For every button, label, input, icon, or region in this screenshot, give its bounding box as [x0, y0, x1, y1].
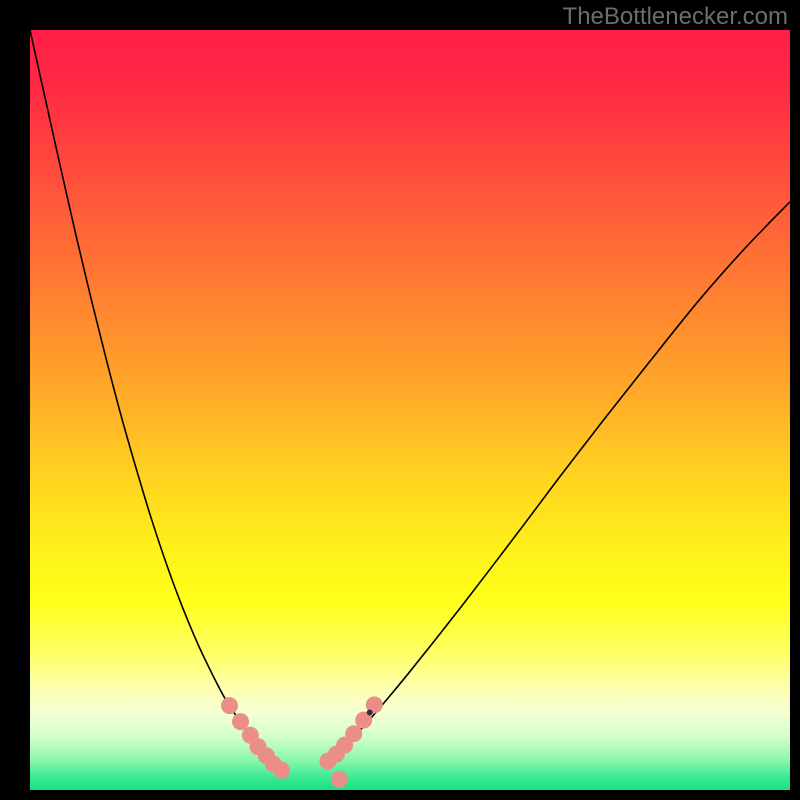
- plot-area: [30, 30, 790, 790]
- pink-marker-right-3: [345, 725, 362, 742]
- pink-marker-left-0: [221, 697, 238, 714]
- watermark-text: TheBottlenecker.com: [563, 3, 788, 31]
- heatmap-svg: [30, 30, 790, 790]
- pink-marker-left-1: [232, 713, 249, 730]
- gradient-background: [30, 30, 790, 790]
- dark-marker: [367, 709, 373, 715]
- pink-marker-outlier: [331, 771, 348, 788]
- chart-frame: TheBottlenecker.com: [0, 0, 800, 800]
- pink-marker-left-6: [273, 762, 290, 779]
